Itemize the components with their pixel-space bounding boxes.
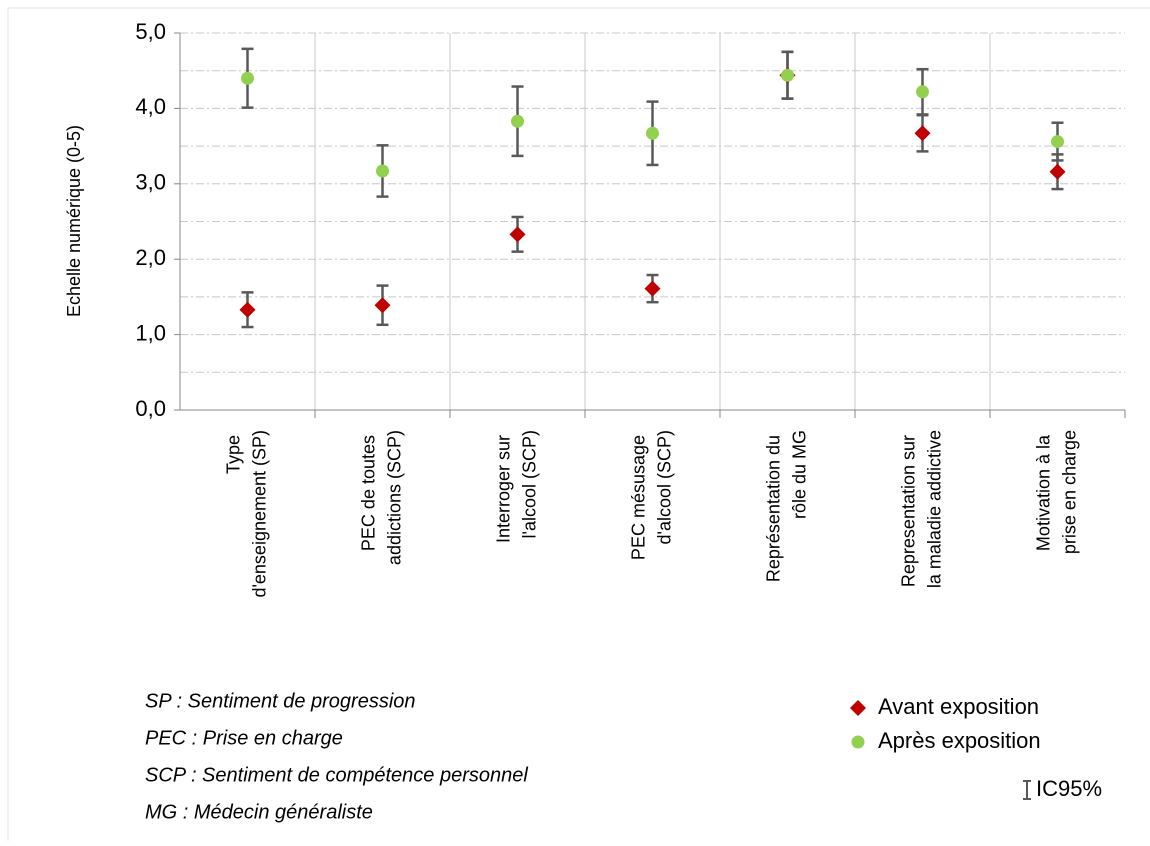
x-tick-label: PEC mésusage d'alcool (SCP) bbox=[628, 430, 674, 560]
legend-label: Après exposition bbox=[878, 728, 1041, 753]
x-tick-label: Représentation du rôle du MG bbox=[763, 430, 809, 582]
y-tick-label: 4,0 bbox=[135, 94, 166, 119]
marker bbox=[374, 297, 391, 314]
marker bbox=[914, 125, 931, 142]
marker bbox=[644, 280, 661, 297]
marker bbox=[239, 301, 256, 318]
x-tick-label: Motivation à la prise en charge bbox=[1033, 430, 1079, 554]
footnote: SCP : Sentiment de compétence personnel bbox=[145, 764, 528, 786]
legend-label: IC95% bbox=[1036, 776, 1102, 801]
marker bbox=[1051, 135, 1064, 149]
footnote: SP : Sentiment de progression bbox=[145, 690, 416, 712]
x-tick-label: Interroger sur l'alcool (SCP) bbox=[493, 430, 539, 543]
y-tick-label: 1,0 bbox=[135, 320, 166, 345]
y-axis-label: Echelle numérique (0-5) bbox=[64, 125, 84, 317]
marker bbox=[646, 126, 659, 140]
legend-label: Avant exposition bbox=[878, 694, 1039, 719]
x-tick-label: Representation sur la maladie addictive bbox=[898, 430, 944, 588]
footnote: PEC : Prise en charge bbox=[145, 727, 343, 749]
x-tick-label: PEC de toutes addictions (SCP) bbox=[358, 430, 404, 565]
legend-marker bbox=[850, 700, 866, 716]
marker bbox=[511, 114, 524, 128]
x-tick-label: Type d'enseignement (SP) bbox=[223, 430, 269, 598]
marker bbox=[781, 68, 794, 82]
y-tick-label: 2,0 bbox=[135, 245, 166, 270]
y-tick-label: 0,0 bbox=[135, 396, 166, 421]
marker bbox=[916, 85, 929, 99]
marker bbox=[1049, 163, 1066, 180]
marker bbox=[376, 164, 389, 178]
y-tick-label: 5,0 bbox=[135, 19, 166, 44]
legend-marker bbox=[851, 735, 865, 749]
y-tick-label: 3,0 bbox=[135, 170, 166, 195]
marker bbox=[509, 226, 526, 243]
marker bbox=[241, 71, 254, 85]
footnote: MG : Médecin généraliste bbox=[145, 801, 373, 823]
